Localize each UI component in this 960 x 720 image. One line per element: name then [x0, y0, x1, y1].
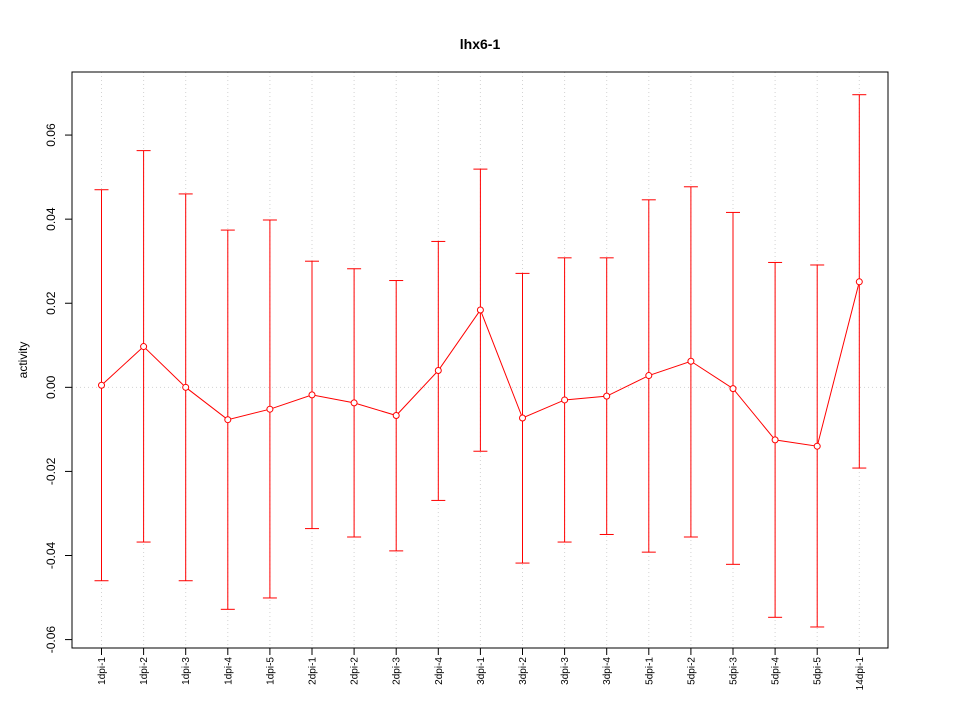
x-tick-label: 3dpi-3	[560, 657, 571, 685]
y-tick-label: 0.02	[44, 291, 58, 315]
y-tick-label: 0.04	[44, 207, 58, 231]
x-tick-label: 5dpi-5	[813, 657, 824, 685]
x-tick-label: 3dpi-4	[602, 657, 613, 685]
data-point-1dpi-4	[224, 416, 232, 424]
x-tick-label: 3dpi-1	[476, 657, 487, 685]
x-tick-label: 1dpi-4	[223, 657, 234, 685]
x-tick-label: 1dpi-2	[139, 657, 150, 685]
y-axis-title: activity	[16, 342, 30, 379]
x-tick-label: 5dpi-3	[729, 657, 740, 685]
y-axis: -0.06 -0.04 -0.02 0.00 0.02 0.04 0.06	[44, 123, 72, 653]
data-point-1dpi-3	[182, 383, 190, 391]
data-point-2dpi-3	[392, 411, 400, 419]
data-point-5dpi-2	[687, 357, 695, 365]
x-tick-label: 14dpi-1	[855, 657, 866, 691]
x-tick-label: 5dpi-4	[771, 657, 782, 685]
data-point-3dpi-1	[476, 306, 484, 314]
y-tick-label: -0.06	[44, 626, 58, 654]
x-tick-label: 5dpi-1	[644, 657, 655, 685]
x-tick-label: 1dpi-3	[181, 657, 192, 685]
data-point-3dpi-2	[519, 414, 526, 422]
data-point-5dpi-3	[729, 385, 737, 393]
data-point-2dpi-2	[350, 399, 358, 407]
data-point-2dpi-4	[434, 367, 442, 375]
point-layer	[98, 278, 863, 450]
data-point-14dpi-1	[855, 278, 863, 286]
data-point-1dpi-1	[98, 381, 105, 389]
x-tick-label: 5dpi-2	[686, 657, 697, 685]
x-tick-label: 2dpi-4	[434, 657, 445, 685]
data-point-5dpi-1	[645, 372, 653, 380]
data-point-3dpi-3	[561, 396, 569, 404]
x-axis: 1dpi-1 1dpi-2 1dpi-3 1dpi-4 1dpi-5 2dpi-1 2dpi…	[97, 648, 866, 690]
data-point-5dpi-4	[771, 436, 779, 444]
data-point-1dpi-5	[266, 405, 274, 413]
y-tick-label: -0.04	[44, 542, 58, 570]
data-point-2dpi-1	[308, 391, 316, 399]
errorbar-layer	[94, 94, 867, 628]
data-point-3dpi-4	[603, 392, 611, 400]
data-point-5dpi-5	[813, 442, 821, 450]
x-tick-label: 1dpi-1	[97, 657, 108, 685]
x-tick-label: 2dpi-1	[308, 657, 319, 685]
y-tick-label: -0.02	[44, 457, 58, 485]
x-tick-label: 2dpi-2	[350, 657, 361, 685]
x-tick-label: 3dpi-2	[518, 657, 529, 685]
chart-title: lhx6-1	[460, 36, 501, 52]
data-point-1dpi-2	[140, 343, 148, 351]
x-tick-label: 1dpi-5	[265, 657, 276, 685]
y-tick-label: 0.06	[44, 123, 58, 147]
y-tick-label: 0.00	[44, 375, 58, 399]
x-tick-label: 2dpi-3	[392, 657, 403, 685]
